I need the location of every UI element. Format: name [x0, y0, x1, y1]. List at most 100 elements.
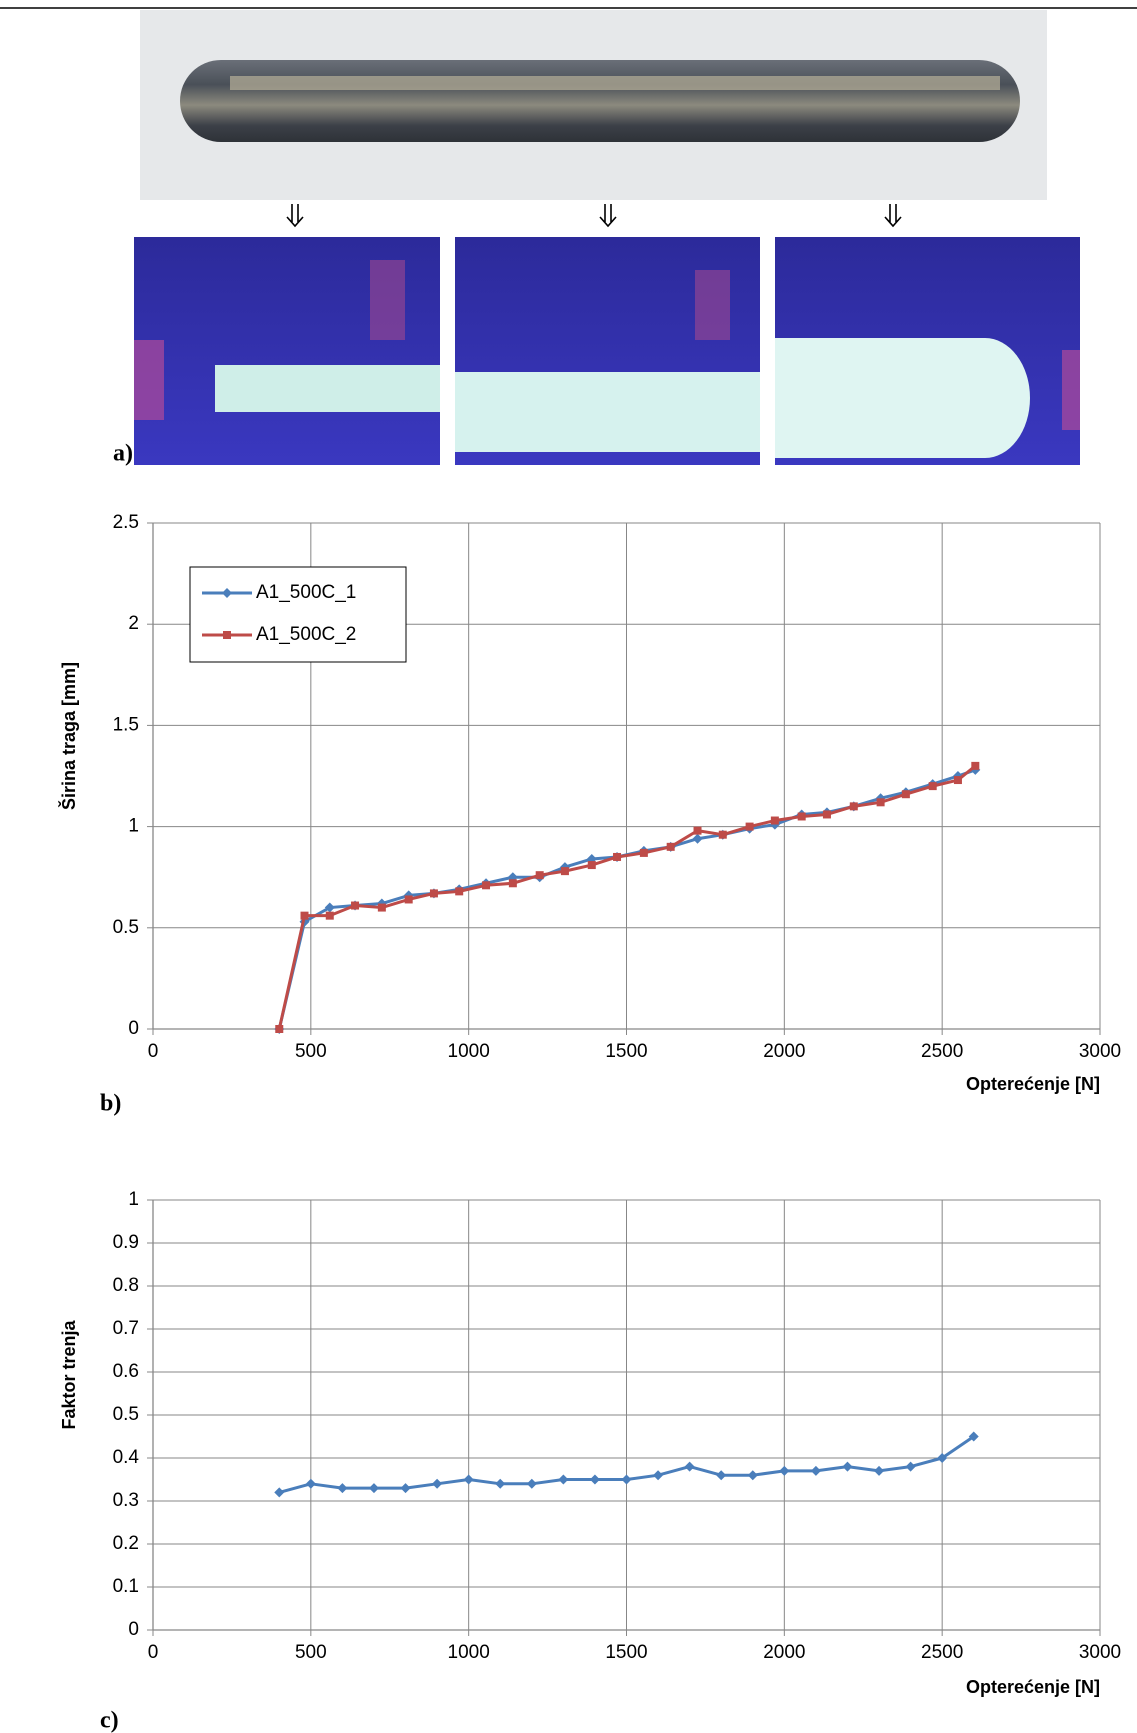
marker — [305, 1478, 316, 1489]
marker — [325, 911, 334, 920]
marker — [508, 879, 517, 888]
legend-label: A1_500C_2 — [256, 624, 356, 645]
x-tick-label: 2500 — [921, 1642, 963, 1663]
y-tick-label: 2.5 — [113, 512, 139, 533]
series-line — [277, 768, 976, 1030]
x-tick-label: 1500 — [605, 1041, 647, 1062]
marker — [337, 1483, 348, 1494]
marker — [558, 1474, 569, 1485]
marker — [351, 901, 360, 910]
marker — [274, 1487, 285, 1498]
y-tick-label: 0.6 — [113, 1361, 139, 1382]
marker — [432, 1478, 443, 1489]
x-tick-label: 2000 — [763, 1041, 805, 1062]
y-tick-label: 0.1 — [113, 1576, 139, 1597]
marker — [621, 1474, 632, 1485]
rod — [180, 60, 1020, 142]
marker — [849, 802, 858, 811]
marker — [495, 1478, 506, 1489]
y-axis-title: Faktor trenja — [59, 1319, 79, 1429]
x-tick-label: 2500 — [921, 1041, 963, 1062]
marker — [429, 889, 438, 898]
marker — [368, 1483, 379, 1494]
series-line — [277, 764, 977, 1030]
legend-box — [189, 566, 407, 663]
marker — [275, 1025, 284, 1033]
legend-marker — [223, 631, 231, 639]
marker — [639, 848, 648, 857]
marker — [779, 1465, 790, 1476]
y-tick-label: 1 — [128, 1189, 139, 1210]
marker — [482, 881, 491, 890]
marker — [718, 830, 727, 839]
marker — [587, 861, 596, 870]
marker — [842, 1461, 853, 1472]
y-tick-label: 1.5 — [113, 714, 139, 735]
x-tick-label: 500 — [295, 1642, 327, 1663]
y-tick-label: 0.2 — [113, 1533, 139, 1554]
x-tick-label: 3000 — [1079, 1041, 1121, 1062]
panel-label: b) — [100, 1091, 121, 1117]
marker — [876, 798, 885, 807]
x-tick-label: 500 — [295, 1041, 327, 1062]
marker — [560, 867, 569, 876]
x-tick-label: 1000 — [448, 1642, 490, 1663]
x-tick-label: 1500 — [605, 1642, 647, 1663]
marker — [377, 903, 386, 912]
marker — [684, 1461, 695, 1472]
marker — [971, 761, 980, 770]
marker — [526, 1478, 537, 1489]
panel-label: a) — [113, 441, 133, 467]
marker — [324, 902, 335, 913]
y-tick-label: 2 — [128, 613, 139, 634]
marker — [745, 822, 754, 831]
marker — [747, 1470, 758, 1481]
x-axis-title: Opterećenje [N] — [966, 1677, 1100, 1697]
marker — [613, 852, 622, 861]
y-tick-label: 0.4 — [113, 1447, 140, 1468]
marker — [404, 895, 413, 904]
x-tick-label: 1000 — [448, 1041, 490, 1062]
x-tick-label: 3000 — [1079, 1642, 1121, 1663]
x-tick-label: 2000 — [763, 1642, 805, 1663]
y-tick-label: 0.3 — [113, 1490, 139, 1511]
y-tick-label: 0.5 — [113, 917, 139, 938]
y-tick-label: 1 — [128, 816, 139, 837]
marker — [535, 871, 544, 880]
arrows — [286, 204, 902, 228]
marker — [953, 776, 962, 785]
y-tick-label: 0 — [128, 1619, 139, 1640]
marker — [822, 810, 831, 819]
marker — [797, 812, 806, 821]
marker — [905, 1461, 916, 1472]
y-tick-label: 0.7 — [113, 1318, 139, 1339]
marker — [937, 1453, 948, 1463]
y-tick-label: 0.8 — [113, 1275, 139, 1296]
marker — [810, 1465, 821, 1476]
marker — [716, 1470, 727, 1481]
y-axis-title: Širina traga [mm] — [58, 662, 79, 810]
marker — [901, 790, 910, 799]
rod-wear-band — [230, 76, 1000, 90]
marker — [770, 816, 779, 825]
marker — [463, 1474, 474, 1485]
marker — [400, 1483, 411, 1494]
x-tick-label: 0 — [148, 1041, 159, 1062]
marker — [455, 887, 464, 896]
marker — [692, 833, 703, 844]
marker — [874, 1465, 885, 1476]
y-tick-label: 0.9 — [113, 1232, 139, 1253]
marker — [666, 842, 675, 851]
marker — [968, 1431, 979, 1442]
marker — [589, 1474, 600, 1485]
panel-label: c) — [100, 1708, 119, 1733]
y-tick-label: 0.5 — [113, 1404, 139, 1425]
x-tick-label: 0 — [148, 1642, 159, 1663]
micrographs — [134, 237, 1080, 465]
y-tick-label: 0 — [128, 1018, 139, 1039]
x-axis-title: Opterećenje [N] — [966, 1074, 1100, 1094]
marker — [300, 911, 309, 920]
marker — [693, 826, 702, 835]
